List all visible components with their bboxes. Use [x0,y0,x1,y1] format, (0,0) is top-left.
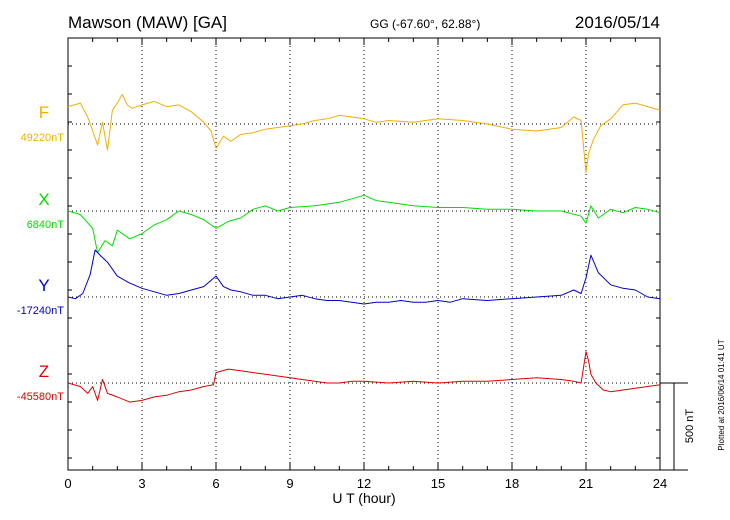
series-line-f [67,93,661,174]
scale-bar: 500 nT [660,382,696,471]
x-tick-label-15: 15 [431,476,445,491]
x-axis-label: U T (hour) [332,490,395,506]
series-line-x [67,194,661,254]
x-tick-label-12: 12 [357,476,371,491]
series-baseline-z: -45580nT [17,391,64,403]
date-label: 2016/05/14 [575,13,660,32]
series-baseline-x: 6840nT [27,219,65,231]
series-name-z: Z [39,362,49,381]
tick-layer: 0 3 6 9 12 15 18 21 24 [64,38,667,491]
x-tick-label-18: 18 [505,476,519,491]
series-baseline-y: -17240nT [17,305,64,317]
plotted-at-label: Plotted at 2016/06/14 01:41 UT [717,339,726,450]
series-layer [67,93,661,403]
x-tick-label-3: 3 [138,476,145,491]
x-tick-label-21: 21 [579,476,593,491]
series-name-x: X [38,190,49,209]
x-tick-label-6: 6 [212,476,219,491]
station-title: Mawson (MAW) [GA] [68,13,227,32]
x-tick-label-0: 0 [64,476,71,491]
series-baseline-f: 49220nT [21,132,65,144]
grid-layer [68,38,660,470]
x-tick-label-9: 9 [286,476,293,491]
series-name-y: Y [38,276,49,295]
series-line-z [67,351,661,403]
series-line-y [67,249,661,305]
coords-label: GG (-67.60°, 62.88°) [370,17,480,31]
x-tick-label-24: 24 [653,476,667,491]
component-labels: F 49220nT X 6840nT Y -17240nT Z -45580nT [17,103,64,403]
scale-bar-label: 500 nT [684,409,696,444]
series-name-f: F [39,103,49,122]
